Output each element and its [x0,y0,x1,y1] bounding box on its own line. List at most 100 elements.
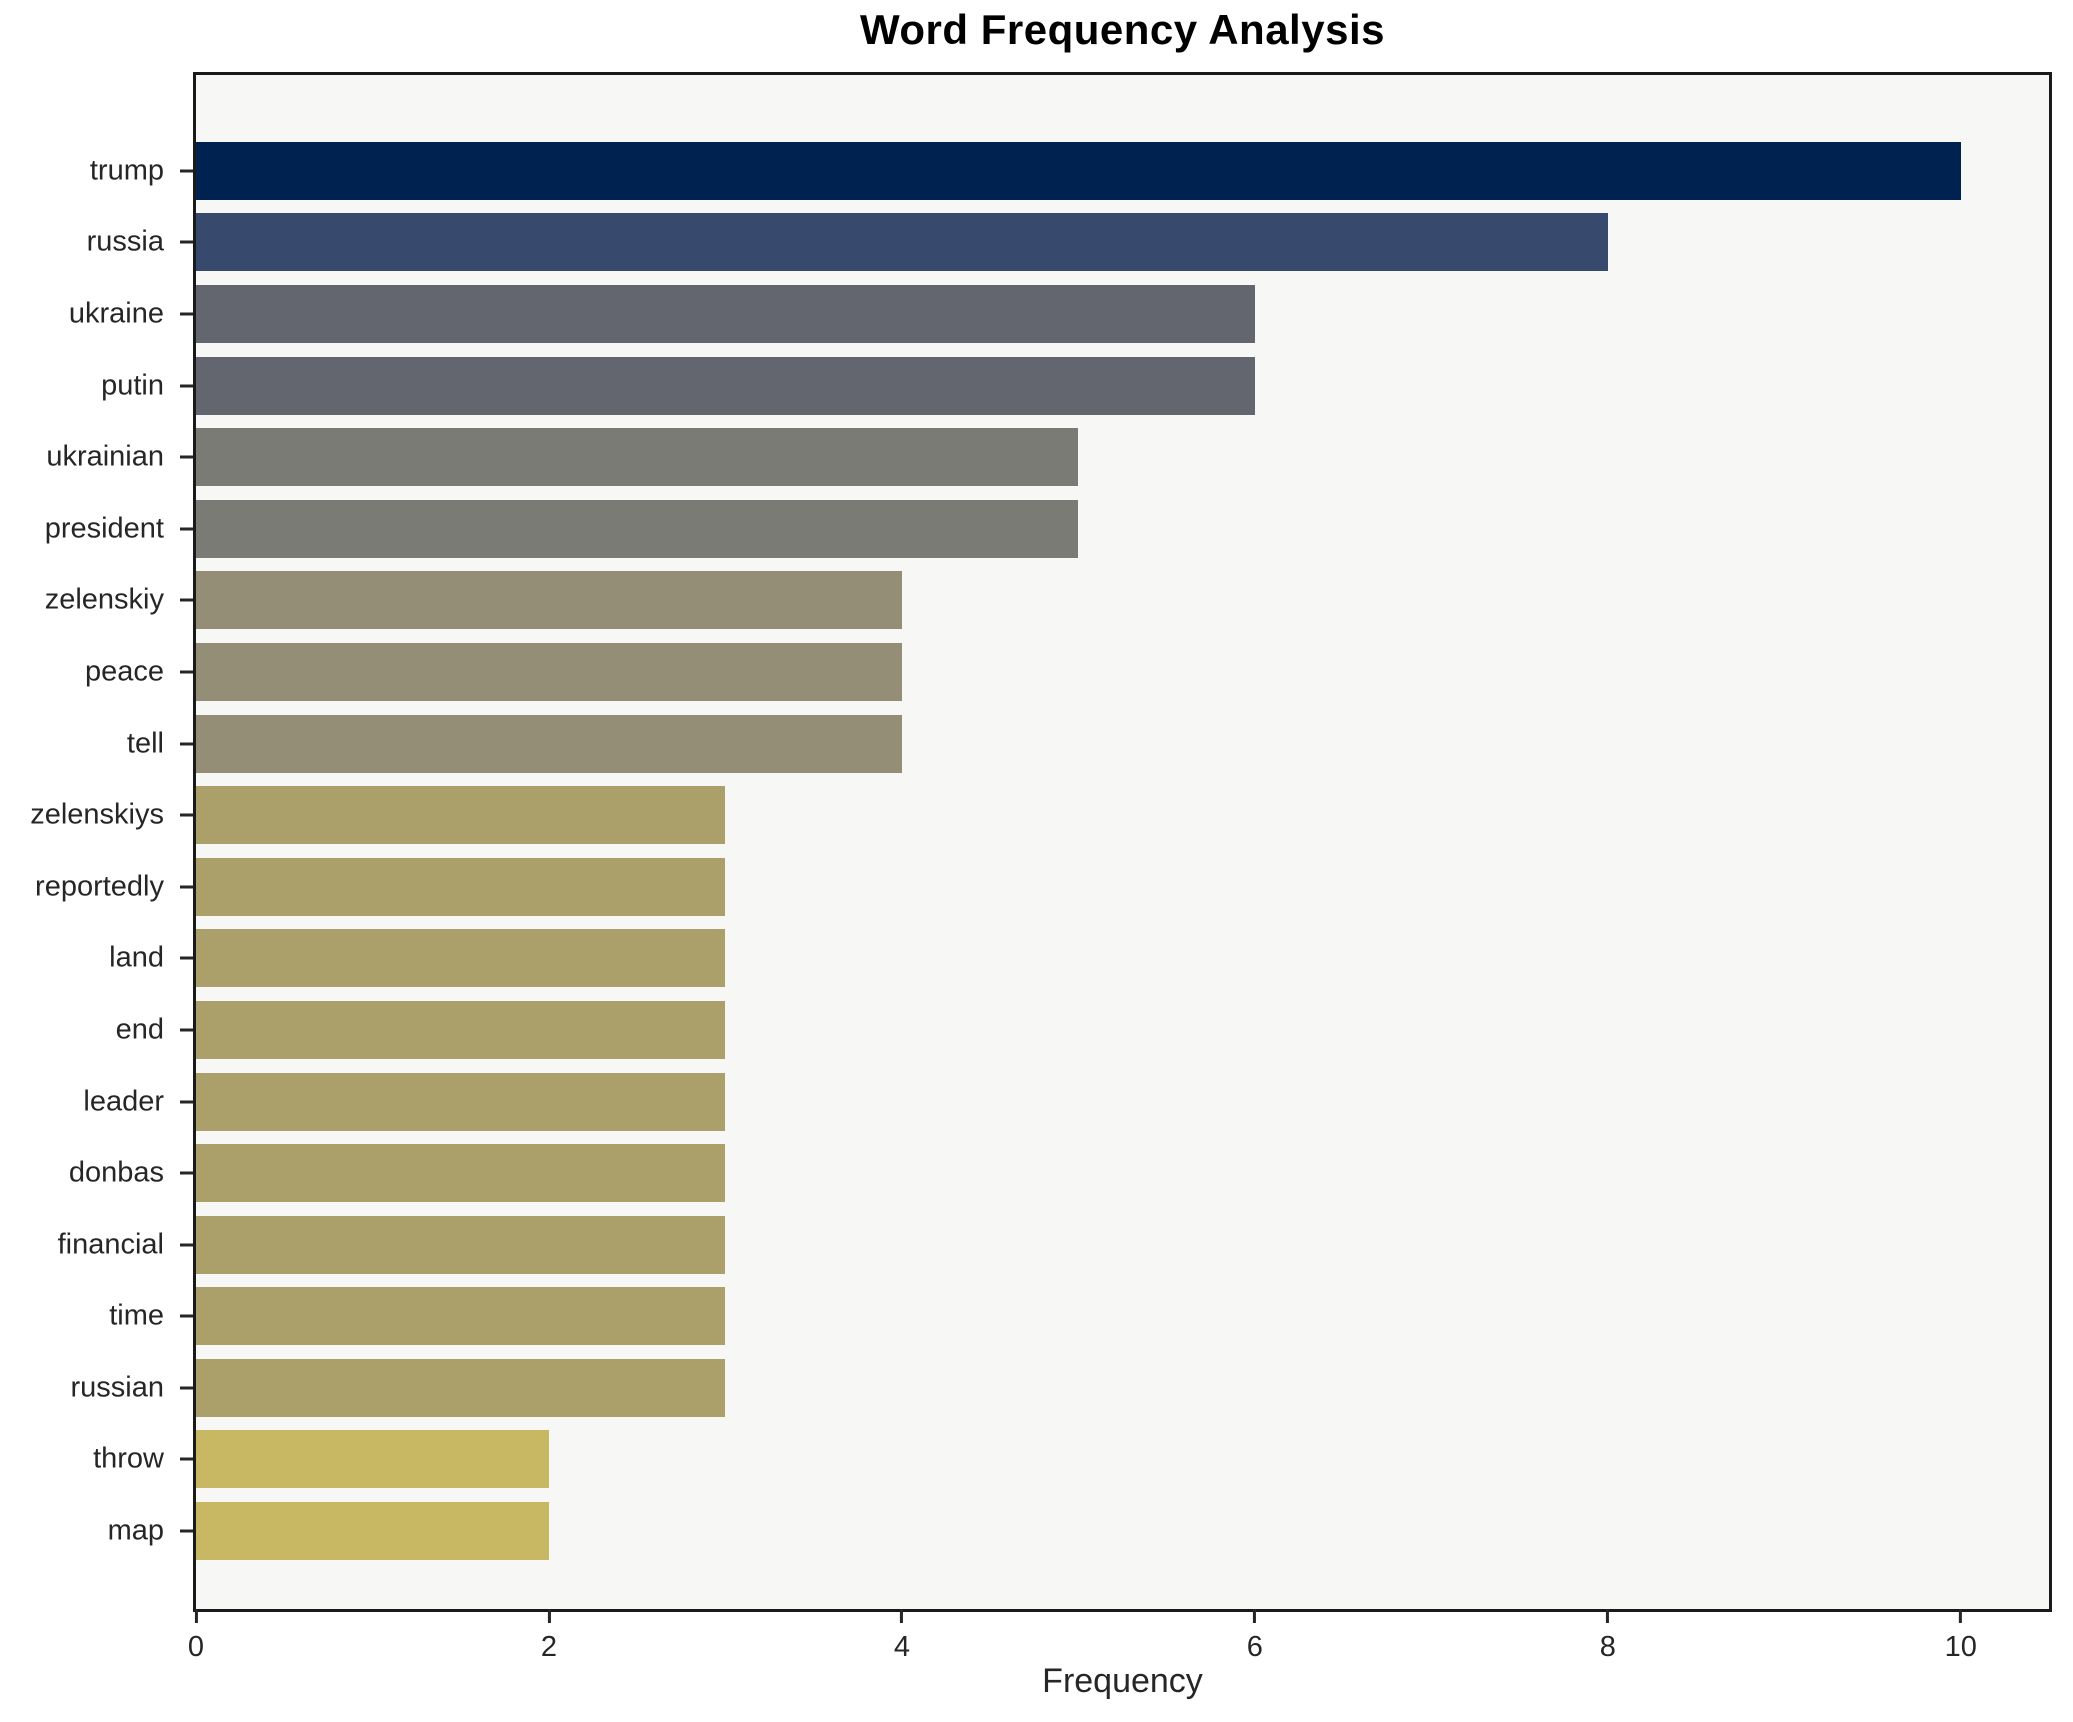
y-tick-mark [180,455,193,459]
x-tick: 6 [1247,1609,1263,1664]
bar [196,1430,549,1489]
bar [196,1072,726,1131]
y-tick-label: zelenskiy [44,583,164,616]
x-tick-label: 0 [187,1631,205,1663]
y-tick-mark [180,312,193,316]
x-tick-mark [194,1609,198,1623]
y-tick-label: zelenskiys [30,798,164,831]
bar [196,1000,726,1059]
plot-area: trump russia ukraine putin ukrainian presiden… [30,72,2052,1663]
bar-row: russian [71,1352,2049,1424]
y-tick-label: map [107,1514,164,1547]
bar [196,571,902,630]
y-tick-label: reportedly [35,870,164,903]
x-tick-label: 6 [1246,1631,1263,1663]
x-tick-label: 8 [1599,1631,1616,1663]
x-tick-label: 4 [893,1631,910,1663]
y-tick-label: russian [70,1371,165,1404]
bar [196,141,1961,200]
y-tick-mark [180,1386,193,1390]
y-tick-label: end [115,1013,164,1046]
y-tick-mark [180,169,193,173]
x-tick-label: 2 [540,1631,558,1663]
y-tick-label: financial [57,1228,164,1261]
x-tick-mark [900,1609,904,1623]
bar-row: putin [101,350,2049,422]
y-tick-label: putin [101,369,164,402]
bar [196,786,726,845]
x-tick: 0 [188,1609,204,1664]
y-tick-label: donbas [68,1156,164,1189]
bar-row: tell [127,708,2049,780]
bar [196,1287,726,1346]
bar-row: time [109,1281,2049,1353]
y-tick-label: time [109,1299,164,1332]
y-tick-mark [180,1529,193,1533]
y-tick-label: trump [89,154,164,187]
y-tick-mark [180,1100,193,1104]
x-tick: 4 [894,1609,910,1664]
y-tick-mark [180,527,193,531]
bar-row: ukrainian [46,421,2049,493]
bar-row: leader [83,1066,2049,1138]
x-tick-mark [1253,1609,1257,1623]
bar-row: financial [58,1209,2049,1281]
x-tick: 10 [1945,1609,1977,1664]
bar-row: throw [93,1424,2049,1496]
bar [196,284,1255,343]
y-tick-mark [180,598,193,602]
y-tick-mark [180,1171,193,1175]
y-tick-label: president [44,512,164,545]
bars-container: trump russia ukraine putin ukrainian presiden… [30,135,2049,1567]
x-axis-label: Frequency [1042,1662,1203,1700]
y-tick-label: throw [93,1442,164,1475]
x-tick: 8 [1600,1609,1616,1664]
bar-row: russia [87,207,2049,279]
bar [196,1358,726,1417]
x-tick-label: 10 [1944,1631,1977,1663]
bar-row: land [109,923,2049,995]
y-tick-mark [180,1314,193,1318]
bar-row: ukraine [69,278,2049,350]
x-tick-mark [1959,1609,1963,1623]
bar-row: trump [90,135,2049,207]
bar-row: zelenskiy [45,565,2049,637]
y-tick-mark [180,885,193,889]
y-tick-label: tell [126,727,164,760]
x-tick: 2 [541,1609,557,1664]
bar-row: reportedly [35,851,2049,923]
bar-row: peace [85,636,2049,708]
bar [196,499,1079,558]
bar [196,1502,549,1561]
x-tick-mark [1606,1609,1610,1623]
y-tick-mark [180,384,193,388]
bar [196,1215,726,1274]
bar [196,356,1255,415]
y-tick-label: russia [86,225,164,258]
y-tick-mark [180,742,193,746]
bar-row: president [45,493,2049,565]
y-tick-label: ukraine [68,297,164,330]
bar [196,1144,726,1203]
x-tick-mark [547,1609,551,1623]
y-tick-mark [180,1457,193,1461]
y-tick-label: land [109,941,164,974]
y-tick-mark [180,1243,193,1247]
chart-title: Word Frequency Analysis [860,6,1385,53]
y-tick-mark [180,956,193,960]
bar [196,428,1079,487]
bar-row: end [116,994,2049,1066]
bar [196,213,1608,272]
bar [196,714,902,773]
y-tick-mark [180,240,193,244]
bar [196,642,902,701]
y-tick-mark [180,813,193,817]
bar-row: donbas [69,1137,2049,1209]
bar [196,929,726,988]
y-tick-label: ukrainian [46,440,164,473]
bar-row: zelenskiys [30,779,2049,851]
y-tick-mark [180,670,193,674]
y-tick-label: leader [83,1085,164,1118]
bar-row: map [108,1495,2049,1567]
